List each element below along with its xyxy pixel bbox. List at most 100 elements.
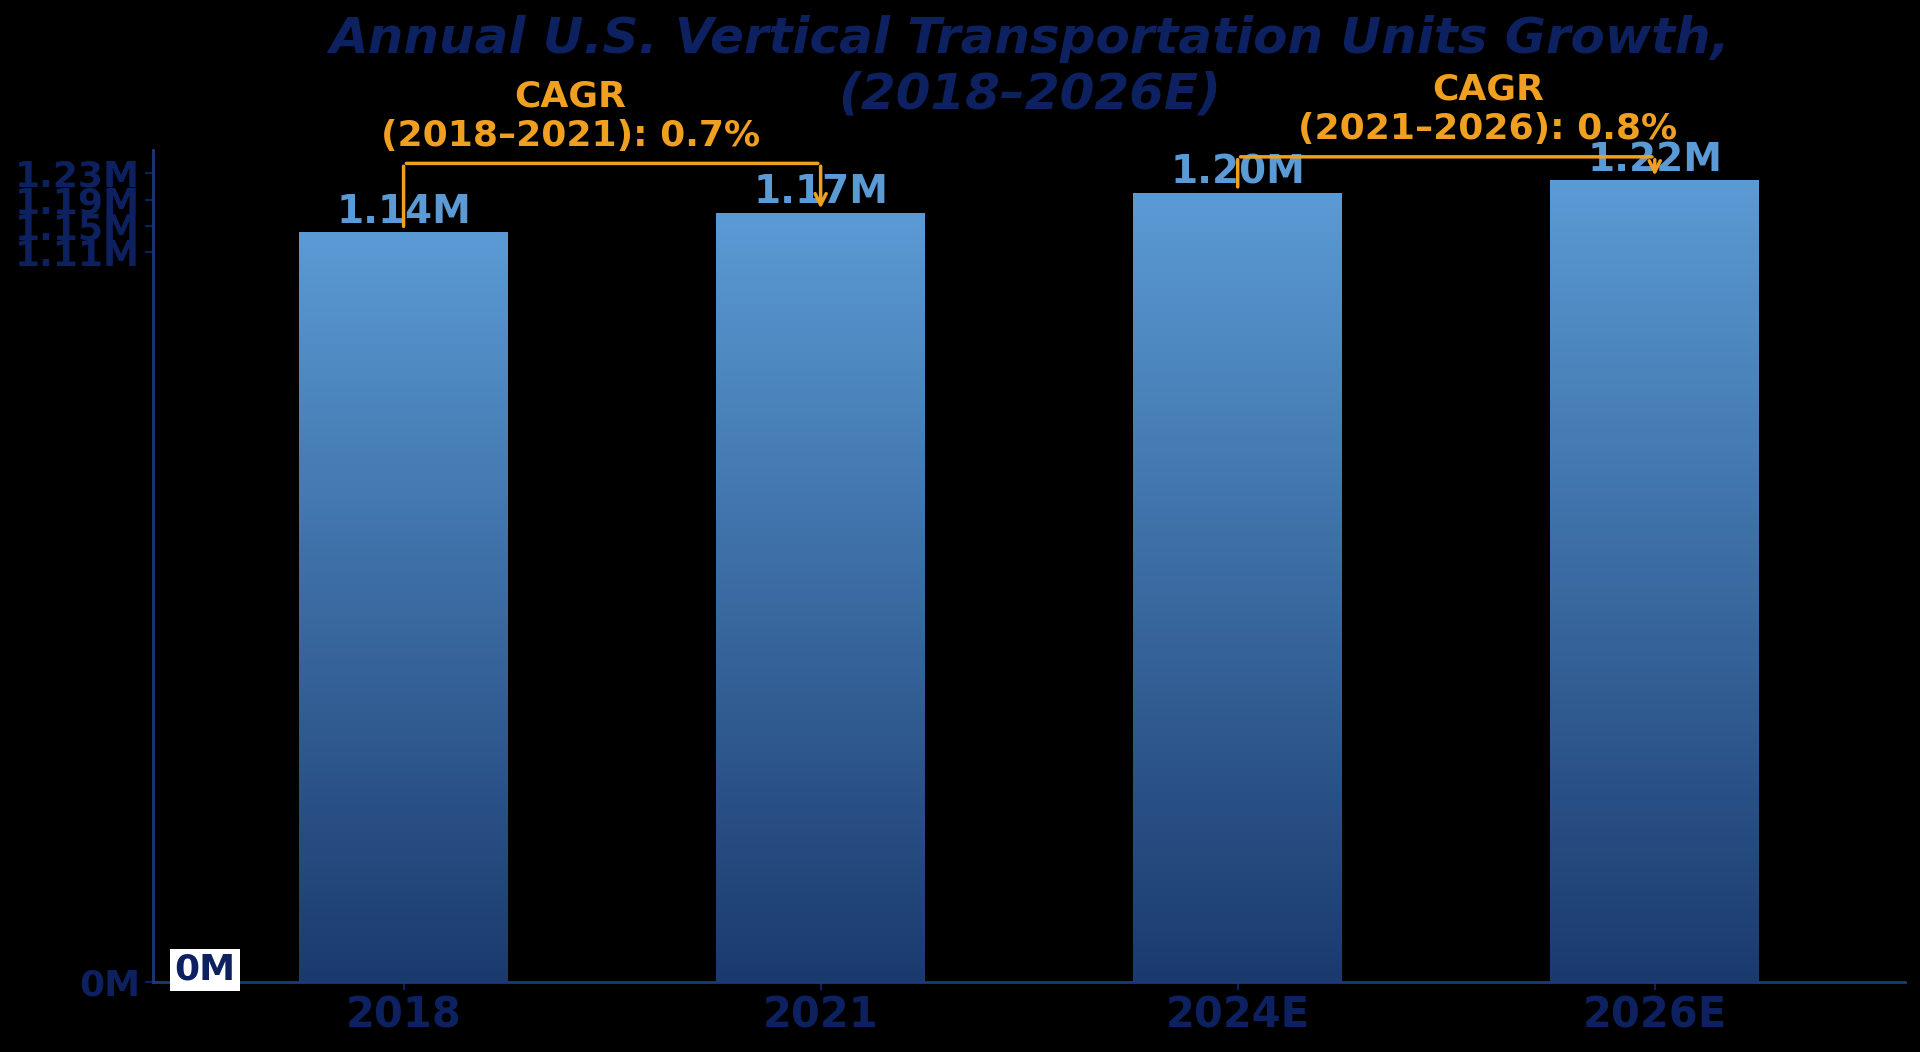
- Bar: [1551, 677, 1759, 685]
- Bar: [716, 728, 925, 735]
- Bar: [1551, 244, 1759, 252]
- Bar: [1133, 595, 1342, 603]
- Bar: [1551, 557, 1759, 565]
- Bar: [300, 742, 507, 749]
- Bar: [300, 885, 507, 892]
- Bar: [300, 592, 507, 600]
- Bar: [300, 554, 507, 562]
- Bar: [300, 262, 507, 270]
- Bar: [1551, 421, 1759, 428]
- Bar: [1551, 204, 1759, 211]
- Bar: [1133, 555, 1342, 564]
- Bar: [300, 502, 507, 510]
- Bar: [1551, 629, 1759, 636]
- Bar: [1551, 693, 1759, 701]
- Bar: [1133, 690, 1342, 697]
- Title: Annual U.S. Vertical Transportation Units Growth,
(2018–2026E): Annual U.S. Vertical Transportation Unit…: [328, 15, 1730, 119]
- Bar: [716, 405, 925, 412]
- Bar: [716, 858, 925, 867]
- Bar: [716, 674, 925, 682]
- Bar: [1551, 837, 1759, 846]
- Bar: [300, 578, 507, 585]
- Bar: [1133, 761, 1342, 769]
- Bar: [1133, 564, 1342, 571]
- Bar: [1551, 733, 1759, 742]
- Bar: [716, 544, 925, 551]
- Bar: [300, 518, 507, 525]
- Bar: [1133, 224, 1342, 232]
- Bar: [1133, 808, 1342, 816]
- Bar: [1133, 753, 1342, 761]
- Bar: [300, 278, 507, 285]
- Bar: [1133, 974, 1342, 982]
- Bar: [300, 945, 507, 952]
- Bar: [1133, 627, 1342, 634]
- Bar: [300, 420, 507, 427]
- Bar: [300, 600, 507, 607]
- Bar: [1133, 950, 1342, 958]
- Bar: [1551, 621, 1759, 629]
- Bar: [1551, 437, 1759, 445]
- Bar: [1133, 445, 1342, 453]
- Bar: [1551, 870, 1759, 877]
- Bar: [716, 890, 925, 897]
- Bar: [716, 243, 925, 251]
- Bar: [716, 897, 925, 905]
- Bar: [716, 451, 925, 459]
- Bar: [300, 667, 507, 674]
- Text: CAGR
(2021–2026): 0.8%: CAGR (2021–2026): 0.8%: [1298, 73, 1678, 146]
- Bar: [300, 569, 507, 578]
- Bar: [716, 598, 925, 605]
- Bar: [1551, 742, 1759, 749]
- Bar: [716, 551, 925, 559]
- Bar: [300, 877, 507, 885]
- Bar: [1133, 508, 1342, 517]
- Bar: [1133, 659, 1342, 666]
- Bar: [1551, 910, 1759, 917]
- Bar: [716, 421, 925, 428]
- Bar: [300, 727, 507, 734]
- Bar: [1551, 709, 1759, 717]
- Bar: [300, 525, 507, 532]
- Bar: [1133, 240, 1342, 248]
- Bar: [300, 398, 507, 405]
- Bar: [1133, 737, 1342, 745]
- Bar: [300, 240, 507, 247]
- Bar: [300, 959, 507, 967]
- Bar: [1551, 765, 1759, 773]
- Bar: [1133, 350, 1342, 359]
- Text: 1.17M: 1.17M: [753, 174, 889, 211]
- Bar: [716, 874, 925, 882]
- Bar: [716, 920, 925, 928]
- Bar: [1133, 634, 1342, 643]
- Bar: [300, 952, 507, 959]
- Bar: [300, 869, 507, 877]
- Bar: [716, 366, 925, 375]
- Bar: [716, 935, 925, 944]
- Bar: [716, 521, 925, 528]
- Bar: [1551, 685, 1759, 693]
- Bar: [300, 465, 507, 472]
- Bar: [1551, 308, 1759, 317]
- Bar: [300, 660, 507, 667]
- Bar: [1133, 477, 1342, 485]
- Bar: [716, 328, 925, 336]
- Bar: [1133, 548, 1342, 555]
- Bar: [716, 382, 925, 389]
- Bar: [300, 802, 507, 809]
- Bar: [716, 282, 925, 289]
- Bar: [716, 844, 925, 851]
- Bar: [300, 307, 507, 315]
- Bar: [1133, 280, 1342, 287]
- Bar: [300, 645, 507, 652]
- Bar: [1551, 966, 1759, 974]
- Bar: [300, 360, 507, 367]
- Bar: [1133, 366, 1342, 375]
- Bar: [716, 882, 925, 890]
- Bar: [300, 937, 507, 945]
- Bar: [1551, 188, 1759, 196]
- Bar: [716, 566, 925, 574]
- Bar: [300, 442, 507, 450]
- Bar: [1551, 581, 1759, 589]
- Bar: [1551, 549, 1759, 557]
